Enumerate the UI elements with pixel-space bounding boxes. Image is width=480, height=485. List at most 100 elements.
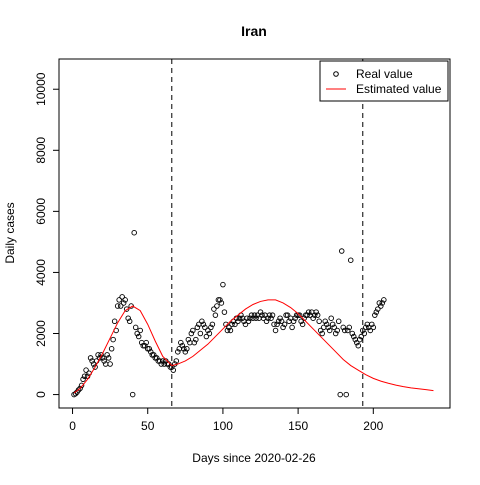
x-tick-label: 0	[69, 419, 76, 433]
point	[278, 318, 285, 325]
legend-box	[319, 60, 449, 102]
point	[369, 321, 375, 328]
point	[269, 312, 276, 318]
y-tick-label: 10000	[34, 72, 48, 106]
point	[265, 315, 271, 321]
point	[90, 361, 97, 367]
y-tick-label: 0	[34, 391, 48, 398]
point	[158, 361, 165, 367]
point	[211, 306, 217, 312]
point	[232, 321, 238, 328]
point	[280, 324, 286, 331]
point	[253, 315, 259, 321]
point	[379, 300, 386, 306]
point	[157, 358, 163, 364]
point	[223, 321, 229, 328]
point	[275, 318, 282, 325]
point	[272, 327, 279, 334]
point	[344, 327, 351, 334]
point	[131, 229, 137, 236]
point	[331, 324, 337, 331]
point	[166, 361, 172, 367]
point	[375, 306, 381, 312]
point	[328, 315, 334, 321]
point	[135, 333, 142, 340]
point	[185, 336, 192, 343]
point	[179, 342, 186, 349]
point	[117, 303, 124, 309]
point	[120, 300, 127, 306]
point	[290, 318, 297, 325]
x-tick-label: 200	[363, 419, 383, 433]
point	[134, 330, 140, 337]
point	[360, 327, 366, 334]
point	[266, 312, 273, 318]
point	[277, 315, 283, 321]
point	[126, 318, 133, 325]
point	[105, 355, 112, 361]
point	[205, 327, 211, 334]
point	[311, 312, 318, 318]
point	[248, 312, 255, 318]
point	[123, 306, 130, 312]
point	[319, 330, 325, 337]
point	[169, 364, 175, 370]
point	[132, 324, 139, 331]
point	[338, 248, 345, 254]
x-tick-label: 50	[141, 419, 155, 433]
point	[116, 297, 122, 303]
point	[334, 327, 340, 334]
point	[217, 297, 223, 303]
point	[87, 355, 94, 361]
point	[218, 300, 225, 306]
point	[75, 387, 82, 393]
point	[178, 339, 184, 346]
point	[175, 349, 181, 355]
point	[263, 318, 270, 325]
point	[247, 315, 253, 321]
point	[122, 297, 128, 303]
point	[314, 312, 321, 318]
point	[98, 352, 104, 358]
point	[317, 327, 324, 334]
point	[173, 358, 180, 364]
point	[119, 294, 125, 300]
point	[212, 312, 219, 318]
x-tick-label: 100	[213, 419, 233, 433]
point	[235, 318, 241, 325]
point	[200, 321, 207, 328]
point	[147, 349, 154, 355]
point	[125, 315, 131, 321]
point	[221, 309, 228, 315]
point	[96, 355, 103, 361]
point	[298, 318, 304, 325]
point	[284, 312, 291, 318]
point	[292, 315, 298, 321]
point	[170, 367, 177, 373]
point	[81, 373, 88, 379]
point	[110, 336, 116, 343]
point	[203, 333, 210, 340]
point	[296, 312, 303, 318]
point	[77, 385, 83, 392]
point	[257, 309, 264, 315]
point	[299, 321, 306, 328]
point	[250, 315, 256, 321]
point	[351, 333, 357, 340]
point	[107, 361, 113, 367]
point	[141, 342, 148, 349]
point	[343, 391, 349, 398]
point	[101, 358, 107, 364]
y-tick-label: 4000	[34, 259, 48, 286]
point	[184, 346, 190, 352]
point	[367, 327, 374, 334]
point	[326, 327, 333, 334]
point	[372, 312, 378, 318]
point	[220, 281, 226, 288]
point	[214, 303, 220, 309]
y-tick-label: 8000	[34, 137, 48, 164]
point	[305, 309, 312, 315]
point	[78, 382, 85, 389]
point	[335, 318, 342, 325]
point	[209, 321, 216, 328]
